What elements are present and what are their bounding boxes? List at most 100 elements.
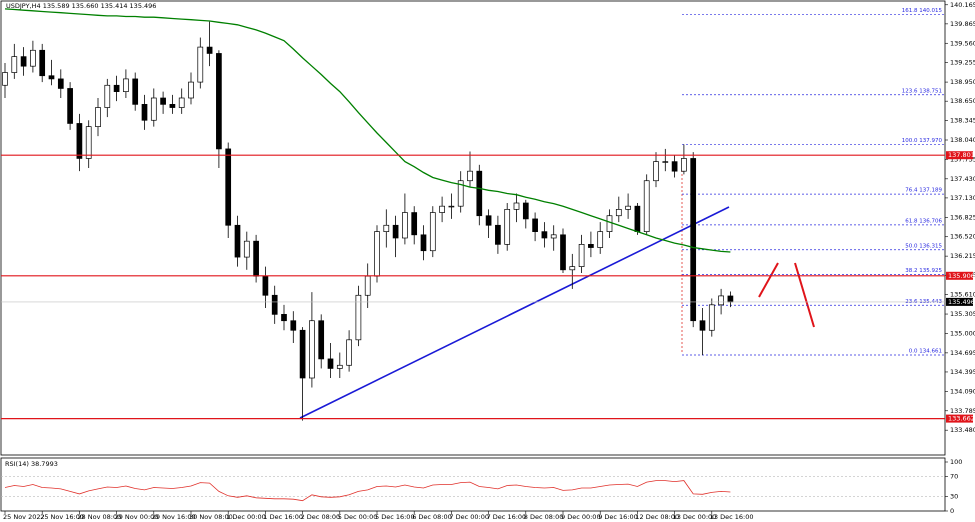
candle-body xyxy=(439,205,445,213)
y-tick-label: 134.090 xyxy=(950,387,975,395)
level-tag-label: 135.906 xyxy=(948,272,975,280)
fib-label: 50.0 136.315 xyxy=(905,243,942,249)
fib-label: 38.2 135.925 xyxy=(905,268,942,274)
candle-body xyxy=(318,320,325,360)
candle-body xyxy=(550,234,557,239)
candle-body xyxy=(141,104,148,121)
candle-body xyxy=(560,234,566,271)
candle-body xyxy=(364,275,371,296)
y-tick-label: 137.735 xyxy=(950,155,975,163)
moving-average xyxy=(4,8,731,253)
candle-body xyxy=(104,84,111,108)
y-tick-label: 133.785 xyxy=(950,407,975,415)
x-tick-label: 6 Dec 08:00 xyxy=(412,513,452,521)
candle-body xyxy=(20,56,27,67)
level-tag xyxy=(946,414,973,423)
candle-body xyxy=(374,231,380,277)
y-tick-label: 134.395 xyxy=(950,368,975,376)
candle-body xyxy=(11,56,18,73)
candle-body xyxy=(76,123,83,159)
fib-label: 100.0 137.970 xyxy=(902,138,943,144)
candle-body xyxy=(309,320,315,379)
x-tick-label: 1 Dec 16:00 xyxy=(263,513,303,521)
y-tick-label: 138.040 xyxy=(950,136,975,144)
candle-body xyxy=(671,161,678,172)
x-tick-label: 5 Dec 16:00 xyxy=(375,513,415,521)
y-tick-label: 138.650 xyxy=(950,97,975,105)
rsi-tick-label: 0 xyxy=(950,507,954,515)
x-tick-label: 7 Dec 16:00 xyxy=(487,513,527,521)
candle-body xyxy=(457,180,464,207)
candle-body xyxy=(643,180,650,232)
x-tick-label: 1 Dec 00:00 xyxy=(226,513,266,521)
rsi-panel xyxy=(0,457,946,512)
x-tick-label: 8 Dec 08:00 xyxy=(524,513,564,521)
fib-label: 123.6 138.751 xyxy=(902,88,942,94)
candle-body xyxy=(569,266,576,271)
fib-label: 76.4 137.189 xyxy=(905,188,942,194)
candle-body xyxy=(281,314,287,322)
x-tick-label: 29 Nov 00:00 xyxy=(115,513,159,521)
fib-label: 161.8 140.015 xyxy=(902,8,943,14)
candle-body xyxy=(150,97,157,121)
candle-body xyxy=(541,231,548,239)
candle-body xyxy=(708,304,715,331)
candle-body xyxy=(504,209,511,245)
x-tick-label: 12 Dec 08:00 xyxy=(635,513,679,521)
x-tick-label: 29 Nov 16:00 xyxy=(152,513,196,521)
level-tag-label: 133.662 xyxy=(948,415,975,423)
candle-body xyxy=(290,320,297,331)
candle-body xyxy=(85,126,92,159)
candle-body xyxy=(718,295,724,306)
candle-body xyxy=(522,202,529,220)
candle-body xyxy=(699,320,706,331)
candle-body xyxy=(169,104,176,108)
rsi-tick-label: 70 xyxy=(950,473,958,481)
candle-body xyxy=(578,244,585,267)
x-tick-label: 25 Nov 16:00 xyxy=(40,513,84,521)
candle-body xyxy=(411,212,418,236)
candle-body xyxy=(206,46,213,54)
candle-body xyxy=(402,212,408,239)
x-tick-label: 9 Dec 00:00 xyxy=(561,513,601,521)
main-panel xyxy=(0,0,946,456)
candle-body xyxy=(113,84,120,92)
y-tick-label: 139.560 xyxy=(950,39,975,47)
candle-body xyxy=(160,97,166,105)
y-tick-label: 137.430 xyxy=(950,175,975,183)
y-tick-label: 136.520 xyxy=(950,233,975,241)
y-tick-label: 138.345 xyxy=(950,117,975,125)
candle-body xyxy=(681,158,687,172)
candle-body xyxy=(253,240,259,277)
candle-body xyxy=(188,81,194,99)
candle-body xyxy=(513,202,520,210)
rsi-tick-label: 100 xyxy=(950,458,962,466)
candle-body xyxy=(178,97,185,108)
candle-body xyxy=(225,148,232,226)
candle-body xyxy=(485,215,492,226)
x-tick-label: 13 Dec 00:00 xyxy=(673,513,717,521)
candle-body xyxy=(606,215,613,232)
candle-body xyxy=(727,295,734,303)
candle-body xyxy=(243,240,250,258)
level-tag xyxy=(946,271,973,280)
y-tick-label: 133.480 xyxy=(950,426,975,434)
y-tick-label: 138.950 xyxy=(950,78,975,86)
y-tick-label: 135.000 xyxy=(950,329,975,337)
x-tick-label: 2 Dec 08:00 xyxy=(301,513,341,521)
arrow-up xyxy=(758,262,779,298)
candle-body xyxy=(132,78,139,105)
candle-body xyxy=(123,78,129,92)
candle-body xyxy=(615,209,622,217)
candle-body xyxy=(588,244,594,248)
candle-body xyxy=(355,294,362,341)
candle-body xyxy=(262,275,269,296)
candle-body xyxy=(299,329,306,379)
x-tick-label: 5 Dec 00:00 xyxy=(338,513,378,521)
candle-body xyxy=(327,358,334,369)
candle-body xyxy=(383,224,390,232)
price-tag xyxy=(946,297,973,306)
y-tick-label: 137.130 xyxy=(950,194,975,202)
